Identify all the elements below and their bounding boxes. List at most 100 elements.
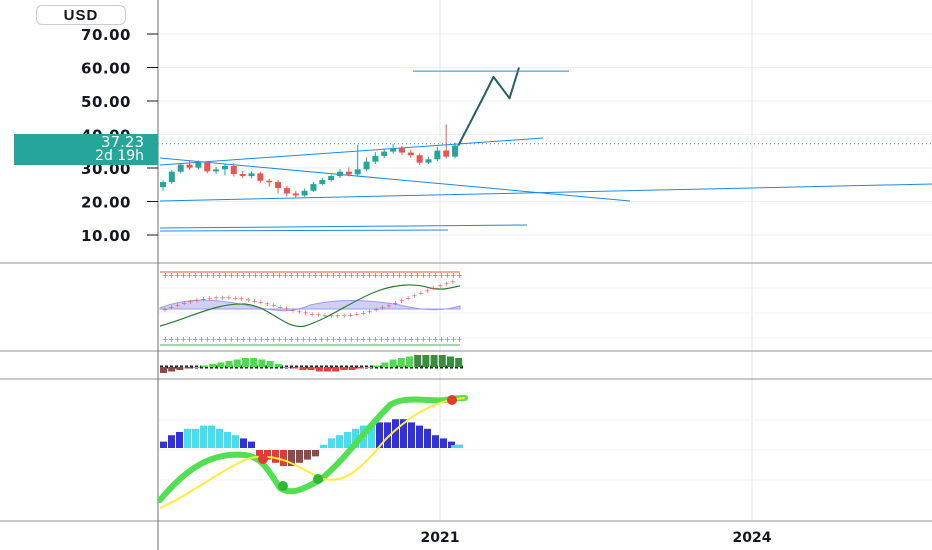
candle-body (416, 155, 423, 163)
osc-slow-marker: + (444, 280, 450, 288)
osc-slow-marker: + (437, 282, 443, 290)
dot-marker: + (300, 335, 307, 344)
wave-histogram-bar (440, 438, 447, 448)
osc-slow-marker: + (226, 294, 232, 302)
wave-histogram-bar (448, 441, 455, 448)
wave-histogram-bar (160, 441, 167, 448)
projection-path-drawing[interactable] (457, 67, 520, 147)
wave-histogram-bar (344, 432, 351, 448)
cross-marker (258, 454, 268, 464)
momentum-bar (406, 356, 413, 367)
dot-marker: + (402, 271, 409, 280)
momentum-bar (348, 367, 356, 370)
dot-marker: + (384, 335, 391, 344)
dot-marker: + (228, 335, 235, 344)
dot-marker: + (174, 271, 181, 280)
osc-slow-marker: + (290, 306, 296, 314)
cross-marker (313, 474, 323, 484)
dot-marker: + (324, 335, 331, 344)
dot-marker: + (426, 335, 433, 344)
osc-slow-marker: + (335, 312, 341, 320)
dot-marker: + (360, 335, 367, 344)
wave-histogram-bar (328, 438, 335, 448)
osc-slow-marker: + (367, 308, 373, 316)
momentum-bar (160, 367, 167, 373)
dot-marker: + (288, 335, 295, 344)
osc-slow-marker: + (200, 295, 206, 303)
trendline (159, 137, 544, 166)
candle-body (177, 164, 184, 172)
dot-marker: + (192, 335, 199, 344)
candle-body (425, 159, 432, 163)
wave-histogram-bar (176, 432, 183, 448)
dot-marker: + (414, 335, 421, 344)
dot-marker: + (390, 271, 397, 280)
dot-marker: + (162, 335, 169, 344)
osc-slow-marker: + (399, 297, 405, 305)
dot-marker: + (432, 271, 439, 280)
candle-body (354, 169, 361, 175)
cross-marker (278, 481, 288, 491)
candle-body (337, 171, 343, 177)
osc-slow-marker: + (232, 294, 238, 302)
candle-body (292, 193, 299, 196)
momentum-bar (299, 367, 307, 370)
osc-slow-marker: + (450, 278, 456, 286)
dot-marker: + (168, 335, 175, 344)
osc-slow-marker: + (418, 289, 424, 297)
candle-body (407, 152, 414, 156)
dot-marker: + (186, 335, 193, 344)
momentum-bar (250, 358, 258, 367)
momentum-bar (192, 367, 200, 368)
candle-body (221, 165, 228, 170)
dot-marker: + (450, 335, 457, 344)
osc-slow-marker: + (284, 305, 290, 313)
dot-marker: + (336, 271, 343, 280)
dot-marker: + (210, 271, 217, 280)
osc-slow-marker: + (207, 295, 213, 303)
osc-slow-marker: + (424, 287, 430, 295)
dot-marker: + (300, 271, 307, 280)
candle-body (390, 148, 397, 152)
currency-button[interactable]: USD (36, 5, 126, 25)
dot-marker: + (210, 335, 217, 344)
wave-histogram-bar (432, 435, 439, 448)
momentum-bar (266, 361, 274, 367)
momentum-bar (315, 367, 323, 372)
momentum-bar (422, 355, 430, 367)
dot-marker: + (216, 335, 223, 344)
trendline-drawings[interactable] (159, 137, 932, 232)
momentum-bar (168, 367, 176, 372)
osc-slow-marker: + (181, 299, 187, 307)
trendline (159, 229, 449, 232)
wave-histogram-bar (224, 432, 231, 448)
dot-marker: + (282, 335, 289, 344)
wave-histogram-bar (168, 435, 175, 448)
y-tick-label: 10.00 (81, 227, 131, 245)
wave-histogram-bar (216, 428, 223, 448)
dot-marker: + (198, 335, 205, 344)
dot-marker: + (258, 271, 265, 280)
candle-body (213, 169, 220, 172)
dot-marker: + (432, 335, 439, 344)
candle-body (345, 171, 352, 175)
osc-slow-marker: + (168, 303, 174, 311)
momentum-bar (414, 355, 422, 367)
dot-marker: + (240, 335, 247, 344)
trendline (159, 183, 932, 202)
dot-marker: + (168, 271, 175, 280)
osc-slow-marker: + (245, 296, 251, 304)
dot-marker: + (342, 271, 349, 280)
dot-marker: + (354, 335, 361, 344)
momentum-bar (340, 367, 348, 370)
dot-marker: + (360, 271, 367, 280)
dot-marker: + (402, 335, 409, 344)
wave-histogram-bar (392, 419, 399, 448)
dot-marker: + (354, 271, 361, 280)
candle-body (239, 174, 246, 177)
dot-marker: + (162, 271, 169, 280)
momentum-bar (397, 358, 405, 367)
candle-body (257, 173, 264, 181)
dot-marker: + (456, 335, 463, 344)
